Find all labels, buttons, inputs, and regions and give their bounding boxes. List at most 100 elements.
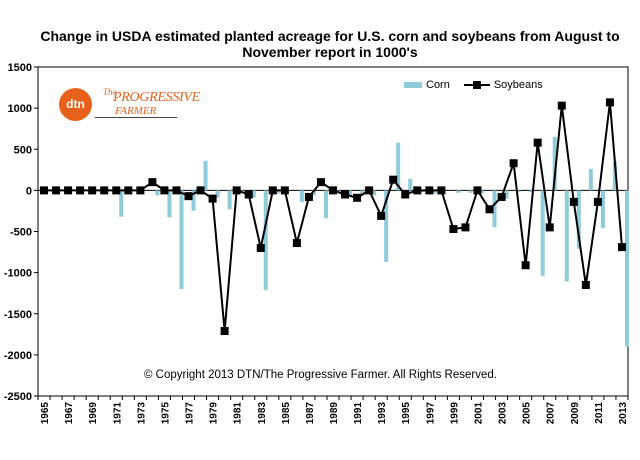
corn-bar <box>348 190 353 197</box>
x-tick-label: 2003 <box>498 402 509 425</box>
soybeans-point <box>184 192 193 201</box>
soybeans-point <box>196 186 205 195</box>
corn-bar <box>528 190 533 193</box>
soybeans-point <box>280 186 289 195</box>
soybeans-point <box>509 159 518 168</box>
y-tick-label: 1000 <box>8 103 32 115</box>
corn-bar <box>263 190 268 290</box>
y-tick-label: -2500 <box>4 391 32 403</box>
legend-soybeans-label: Soybeans <box>493 79 543 91</box>
chart-title: Change in USDA estimated planted acreage… <box>40 28 620 60</box>
x-tick-label: 1971 <box>112 402 123 425</box>
logo-circle-icon <box>59 88 92 121</box>
y-tick-label: -2000 <box>4 350 32 362</box>
soybeans-point <box>389 175 398 184</box>
corn-bar <box>275 190 280 194</box>
x-tick-label: 1981 <box>233 402 244 425</box>
x-tick-label: 2007 <box>546 402 557 425</box>
x-tick-label: 1999 <box>449 402 460 425</box>
soybeans-point <box>40 186 49 195</box>
y-tick-label: -1500 <box>4 309 32 321</box>
corn-bar <box>323 190 328 219</box>
soybeans-point <box>401 190 410 199</box>
x-tick-label: 1991 <box>353 402 364 425</box>
corn-bar <box>468 190 473 193</box>
soybeans-point <box>100 186 109 195</box>
corn-bar <box>480 190 485 193</box>
soybeans-point <box>497 192 506 201</box>
soybeans-point <box>136 186 145 195</box>
corn-bar <box>311 190 316 196</box>
x-tick-label: 1989 <box>329 402 340 425</box>
corn-bar <box>372 190 377 196</box>
soybeans-point <box>473 186 482 195</box>
x-tick-label: 1985 <box>281 402 292 425</box>
soybeans-point <box>316 178 325 187</box>
legend-soybeans-marker <box>463 81 490 89</box>
soybeans-point <box>304 192 313 201</box>
corn-bar <box>167 190 172 218</box>
x-tick-label: 1967 <box>64 402 75 425</box>
corn-bar <box>299 190 304 202</box>
soybeans-point <box>569 197 578 206</box>
logo-rule <box>95 117 177 118</box>
corn-bar <box>251 190 256 198</box>
soybeans-point <box>605 98 614 107</box>
soybeans-point <box>449 225 458 234</box>
corn-bar <box>360 190 365 196</box>
soybeans-point <box>377 211 386 220</box>
soybeans-point <box>365 186 374 195</box>
corn-bar <box>396 142 401 191</box>
tick-labels: 1500 1000 500 0 -500 -1000 -1500 -2000 -2500 1965… <box>4 62 629 424</box>
soybeans-point <box>425 186 434 195</box>
soybeans-point <box>88 186 97 195</box>
corn-bar <box>540 190 545 276</box>
corn-bar <box>576 190 581 249</box>
x-tick-label: 1987 <box>305 402 316 425</box>
soybeans-point <box>329 186 337 195</box>
dtn-progressive-farmer-logo: dtn The PROGRESSIVE FARMER <box>57 84 200 122</box>
logo-dtn-text: dtn <box>66 97 85 111</box>
x-tick-label: 1977 <box>185 402 196 425</box>
soybeans-point <box>593 197 602 206</box>
soybeans-series-line <box>44 102 623 332</box>
corn-bars <box>119 136 629 347</box>
corn-bar <box>119 190 124 217</box>
x-tick-label: 1993 <box>377 402 388 425</box>
corn-bar <box>155 190 160 196</box>
corn-bar <box>516 190 521 193</box>
soybeans-point <box>76 186 85 195</box>
corn-bar <box>215 190 220 198</box>
soybeans-point <box>341 190 350 199</box>
soybeans-point <box>112 186 121 195</box>
soybeans-point <box>461 223 470 232</box>
corn-bar <box>179 190 184 290</box>
soybeans-point <box>256 243 265 252</box>
corn-bar <box>588 168 593 191</box>
corn-bar <box>624 190 629 347</box>
y-tick-label: 500 <box>14 144 32 156</box>
soybeans-point <box>64 186 73 195</box>
soybeans-point <box>208 194 217 203</box>
soybeans-line <box>40 98 626 336</box>
x-tick-label: 2009 <box>570 402 581 425</box>
soybeans-point <box>292 239 301 248</box>
y-tick-label: 0 <box>26 185 32 197</box>
soybeans-point <box>545 223 554 232</box>
x-tick-label: 1975 <box>160 402 171 425</box>
soybeans-point <box>557 101 566 110</box>
corn-bar <box>564 190 569 282</box>
corn-bar <box>432 190 437 194</box>
x-tick-label: 1965 <box>40 402 51 425</box>
copyright-annotation: © Copyright 2013 DTN/The Progressive Far… <box>144 369 497 381</box>
soybeans-point <box>533 138 542 147</box>
logo-the-text: The <box>103 87 117 97</box>
soybeans-point <box>617 243 626 252</box>
corn-bar <box>504 190 509 199</box>
soybeans-point <box>160 186 169 195</box>
legend-corn-swatch <box>404 82 422 88</box>
soybeans-point <box>268 186 277 195</box>
y-tick-label: -1000 <box>4 268 32 280</box>
x-tick-label: 1995 <box>401 402 412 425</box>
